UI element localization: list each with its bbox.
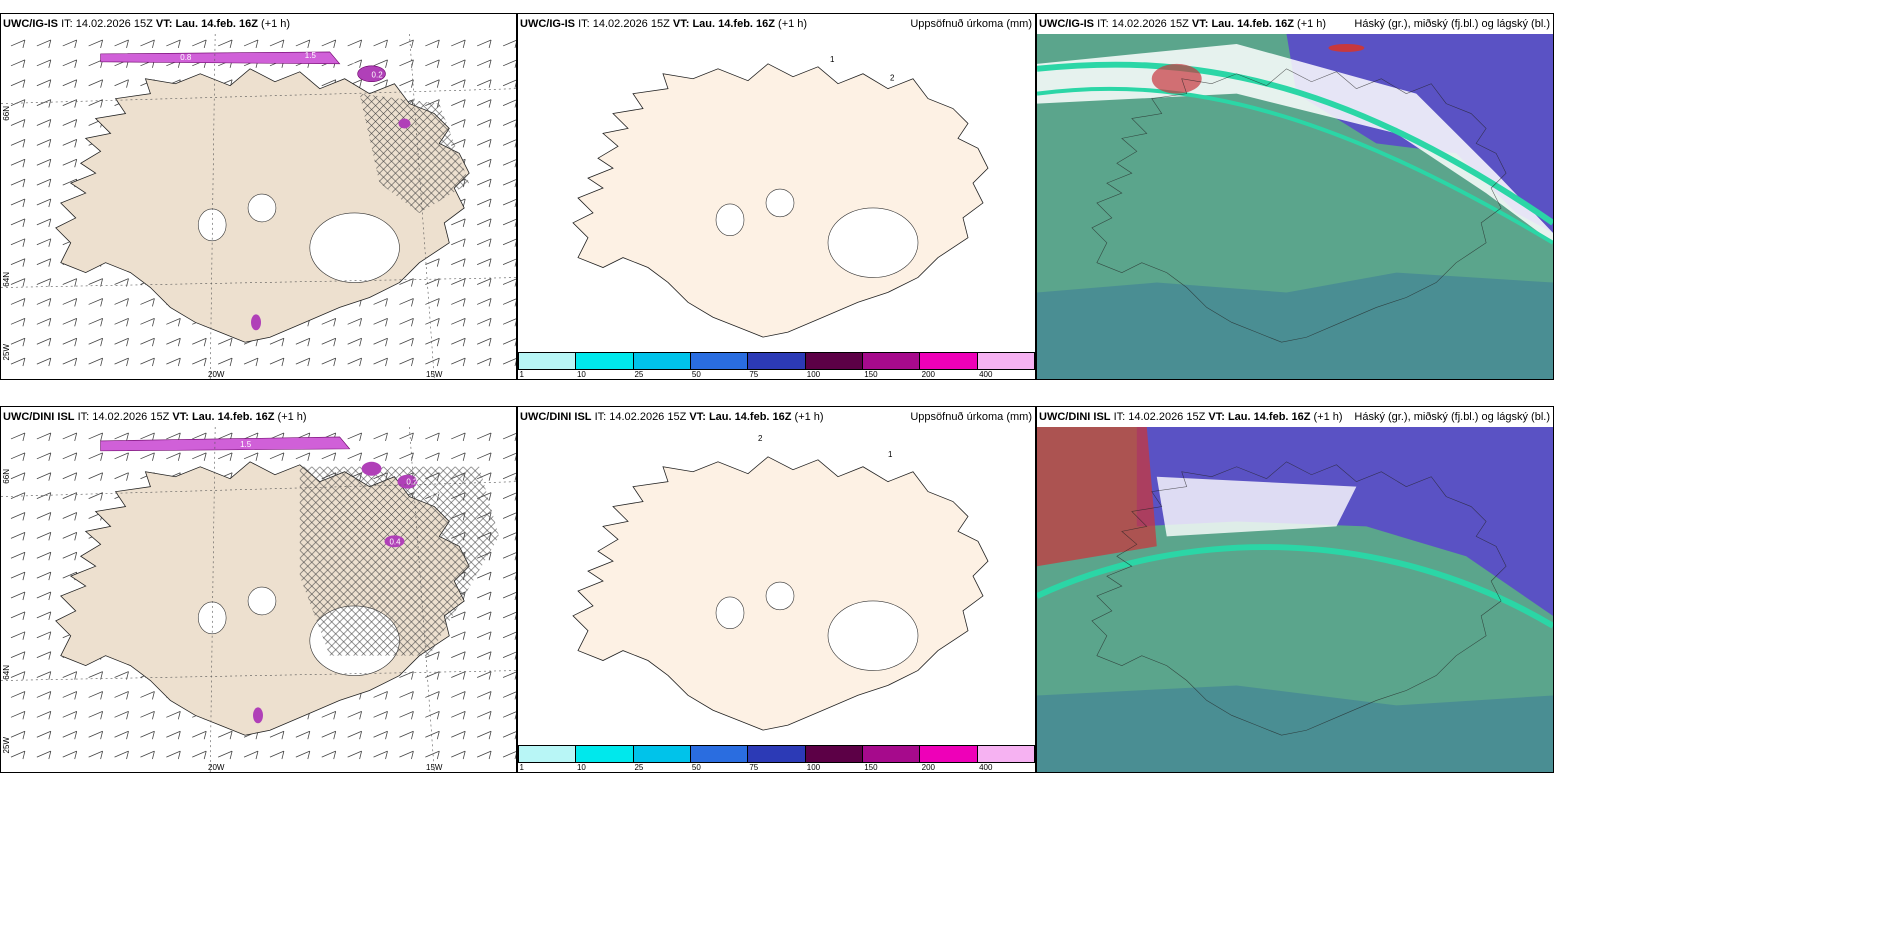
wind-contour-label: 1.5 (240, 440, 252, 449)
lon-label: 20W (208, 763, 225, 772)
precip-map: 1 2 (518, 34, 1035, 351)
precip-marker: 1 (888, 450, 893, 459)
precip-marker: 1 (830, 55, 835, 64)
wind-map-panel-top: UWC/IG-IS IT: 14.02.2026 15Z VT: Lau. 14… (0, 13, 517, 380)
wind-contour-label: 0.2 (406, 478, 418, 487)
colorbar-tick: 150 (864, 370, 878, 379)
cloud-map (1037, 34, 1553, 379)
panel-title: UWC/IG-IS IT: 14.02.2026 15Z VT: Lau. 14… (3, 18, 291, 30)
lat-label: 25W (2, 344, 11, 361)
precip-title: Uppsöfnuð úrkoma (mm) (910, 411, 1032, 423)
lon-label: 15W (426, 763, 443, 772)
colorbar-segment (862, 746, 921, 762)
colorbar-segment (920, 746, 978, 762)
colorbar-segment (576, 353, 634, 369)
colorbar-tick: 25 (634, 763, 644, 772)
wind-map: 1.5 0.2 0.4 0.8 (1, 427, 516, 772)
colorbar-ticks: 1 10 25 50 75 100 150 200 400 (518, 763, 1035, 772)
colorbar-tick: 1 (519, 370, 524, 379)
colorbar-segment (977, 746, 1034, 762)
panel-title: UWC/DINI ISL IT: 14.02.2026 15Z VT: Lau.… (3, 411, 307, 423)
colorbar-tick: 200 (921, 370, 936, 379)
precip-title: Uppsöfnuð úrkoma (mm) (910, 18, 1032, 30)
colorbar-segment (748, 746, 806, 762)
wind-contour-label: 0.8 (429, 490, 441, 499)
colorbar-tick: 10 (576, 763, 586, 772)
cloud-title: Háský (gr.), miðský (fj.bl.) og lágský (… (1354, 411, 1550, 423)
colorbar-tick: 75 (749, 370, 759, 379)
colorbar-ticks: 1 10 25 50 75 100 150 200 400 (518, 370, 1035, 379)
wind-contour-label: 1 (352, 61, 357, 70)
colorbar-tick: 400 (979, 763, 993, 772)
colorbar-segment (748, 353, 806, 369)
panel-title: UWC/IG-IS IT: 14.02.2026 15Z VT: Lau. 14… (520, 18, 808, 30)
panel-title: UWC/IG-IS IT: 14.02.2026 15Z VT: Lau. 14… (1039, 18, 1327, 30)
precip-map: 2 1 (518, 427, 1035, 744)
colorbar-tick: 25 (634, 370, 644, 379)
colorbar-tick: 200 (921, 763, 936, 772)
colorbar-tick: 75 (749, 763, 759, 772)
lon-label: 20W (208, 370, 225, 379)
cloud-map-panel-bottom: UWC/DINI ISL IT: 14.02.2026 15Z VT: Lau.… (1036, 406, 1554, 773)
precip-marker: 2 (890, 74, 895, 83)
colorbar-tick: 50 (691, 763, 701, 772)
colorbar-tick: 1 (519, 763, 524, 772)
lat-label: 25W (2, 737, 11, 754)
colorbar-segment (519, 353, 577, 369)
colorbar-segment (576, 746, 634, 762)
colorbar-segment (633, 746, 691, 762)
lat-label: 66N (2, 469, 11, 484)
colorbar-segment (805, 746, 863, 762)
cloud-map-panel-top: UWC/IG-IS IT: 14.02.2026 15Z VT: Lau. 14… (1036, 13, 1554, 380)
colorbar-tick: 400 (979, 370, 993, 379)
panel-title: UWC/DINI ISL IT: 14.02.2026 15Z VT: Lau.… (520, 411, 824, 423)
colorbar-segment (519, 746, 577, 762)
wind-map-panel-bottom: UWC/DINI ISL IT: 14.02.2026 15Z VT: Lau.… (0, 406, 517, 773)
colorbar-segment (805, 353, 863, 369)
colorbar-segment (977, 353, 1034, 369)
precip-map-panel-bottom: UWC/DINI ISL IT: 14.02.2026 15Z VT: Lau.… (517, 406, 1036, 773)
colorbar-tick: 100 (806, 370, 821, 379)
lon-label: 15W (426, 370, 443, 379)
wind-contour-label: 0.4 (389, 537, 401, 546)
wind-contour-label: 0.8 (180, 53, 192, 62)
precip-map-panel-top: UWC/IG-IS IT: 14.02.2026 15Z VT: Lau. 14… (517, 13, 1036, 380)
colorbar-tick: 150 (864, 763, 878, 772)
lat-label: 64N (2, 272, 11, 287)
colorbar-segment (862, 353, 921, 369)
wind-contour-label: 0.2 (372, 71, 384, 80)
wind-map: 0.8 1.5 1 0.2 (1, 34, 516, 379)
colorbar (518, 352, 1035, 370)
lat-label: 64N (2, 665, 11, 680)
colorbar-tick: 50 (691, 370, 701, 379)
cloud-title: Háský (gr.), miðský (fj.bl.) og lágský (… (1354, 18, 1550, 30)
colorbar (518, 745, 1035, 763)
panel-title: UWC/DINI ISL IT: 14.02.2026 15Z VT: Lau.… (1039, 411, 1343, 423)
cloud-map (1037, 427, 1553, 772)
colorbar-tick: 100 (806, 763, 821, 772)
colorbar-segment (690, 353, 749, 369)
precip-marker: 2 (758, 434, 763, 443)
wind-contour-label: 1.5 (305, 51, 317, 60)
colorbar-tick: 10 (576, 370, 586, 379)
colorbar-segment (690, 746, 749, 762)
lat-label: 66N (2, 106, 11, 121)
colorbar-segment (920, 353, 978, 369)
colorbar-segment (633, 353, 691, 369)
